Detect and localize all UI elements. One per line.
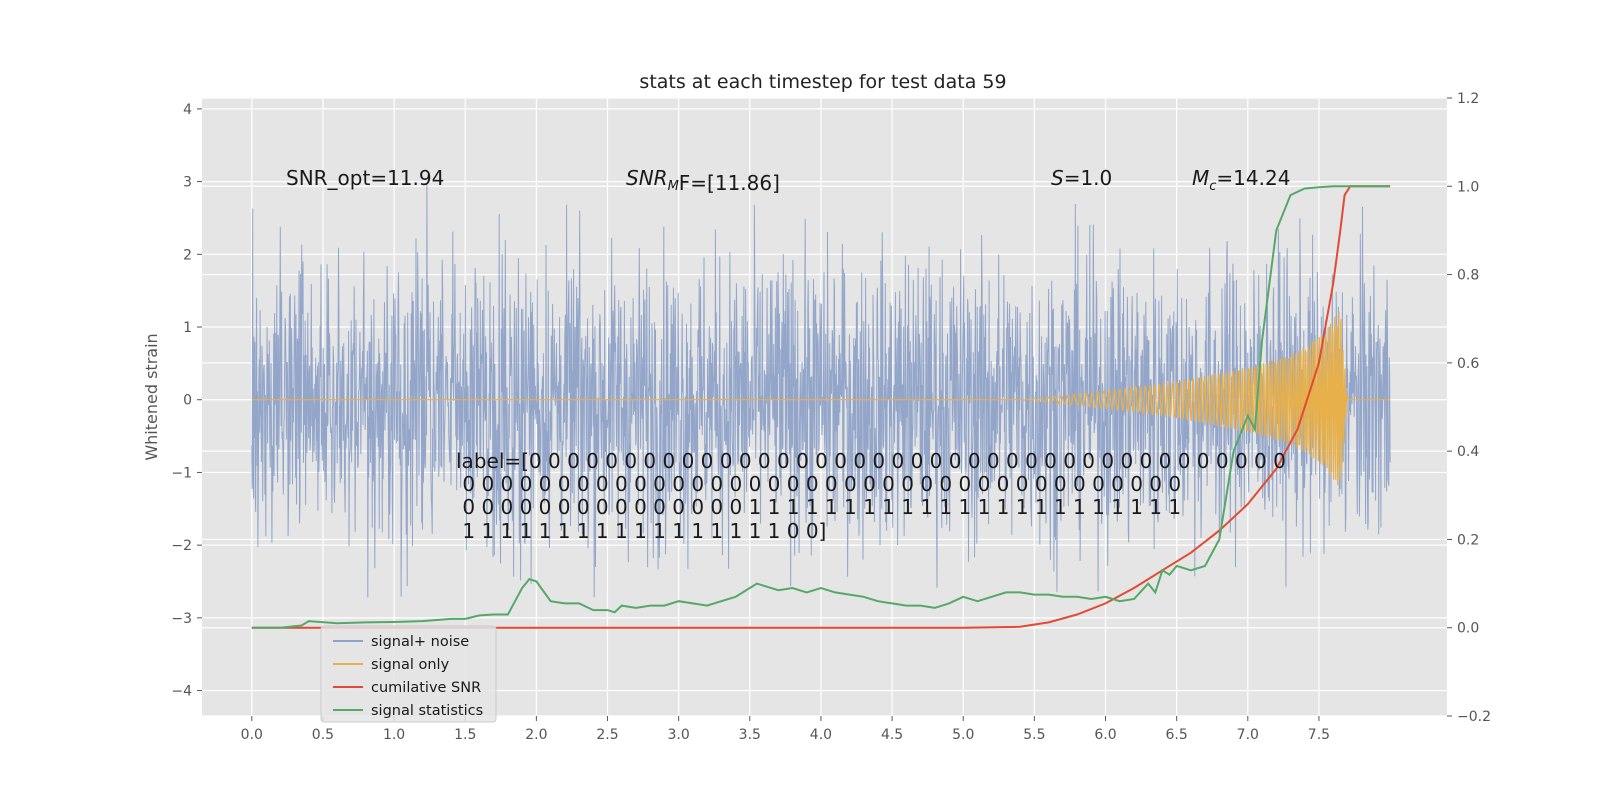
- legend-label-noise: signal+ noise: [371, 634, 469, 650]
- y-tick-label: −2: [171, 538, 192, 554]
- y-tick-label: 4: [183, 102, 192, 118]
- x-axis: 0.0 0.5 1.0 1.5 2.0 2.5 3.0 3.5 4.0 4.5 5.0 5.5 6.0 6…: [241, 716, 1330, 743]
- x-tick-label: 2.0: [525, 727, 547, 743]
- x-tick-label: 7.0: [1237, 727, 1259, 743]
- y2-tick-label: 1.0: [1457, 179, 1479, 195]
- legend-label-signal: signal only: [371, 657, 450, 673]
- y-tick-label: −1: [171, 465, 192, 481]
- x-tick-label: 1.0: [383, 727, 405, 743]
- snr-mf-main: SNR: [626, 166, 668, 190]
- label-line-2: 0 0 0 0 0 0 0 0 0 0 0 0 0 0 0 0 0 0 0 0 …: [456, 472, 1181, 496]
- y-tick-label: 0: [183, 393, 192, 409]
- left-axis: −4 −3 −2 −1 0 1 2 3 4: [171, 102, 202, 700]
- annotation-s: S=1.0: [1051, 166, 1112, 190]
- x-tick-label: 2.5: [596, 727, 618, 743]
- legend: signal+ noise signal only cumilative SNR…: [320, 625, 497, 723]
- mc-sub: c: [1209, 179, 1216, 194]
- y2-tick-label: 1.2: [1457, 91, 1479, 107]
- snr-mf-rest: F=[11.86]: [679, 171, 780, 195]
- legend-box: [320, 625, 497, 723]
- mc-main: M: [1192, 166, 1209, 190]
- x-tick-label: 0.5: [312, 727, 334, 743]
- y2-tick-label: 0.0: [1457, 621, 1479, 637]
- x-tick-label: 6.5: [1166, 727, 1188, 743]
- annotation-snr-mf: SNRMF=[11.86]: [626, 166, 780, 195]
- annotation-mc: Mc=14.24: [1192, 166, 1290, 194]
- series-layer: [251, 183, 1391, 629]
- y-tick-label: 3: [183, 175, 192, 191]
- snr-mf-sub: M: [668, 179, 679, 194]
- y2-tick-label: 0.6: [1457, 356, 1479, 372]
- y2-tick-label: 0.8: [1457, 268, 1479, 284]
- legend-label-stats: signal statistics: [371, 703, 483, 719]
- x-tick-label: 5.5: [1023, 727, 1045, 743]
- x-tick-label: 5.0: [952, 727, 974, 743]
- s-rest: =1.0: [1064, 166, 1113, 190]
- chart-title: stats at each timestep for test data 59: [639, 71, 1006, 93]
- series-signal-statistics: [251, 185, 1391, 629]
- y-tick-label: 2: [183, 247, 192, 263]
- x-tick-label: 4.5: [881, 727, 903, 743]
- label-line-4: 1 1 1 1 1 1 1 1 1 1 1 1 1 1 1 1 1 0 0]: [456, 519, 826, 543]
- x-tick-label: 3.0: [668, 727, 690, 743]
- x-tick-label: 4.0: [810, 727, 832, 743]
- y2-tick-label: 0.4: [1457, 444, 1479, 460]
- y2-tick-label: 0.2: [1457, 532, 1479, 548]
- legend-label-snr: cumilative SNR: [371, 680, 481, 696]
- label-block: label=[0 0 0 0 0 0 0 0 0 0 0 0 0 0 0 0 0…: [456, 449, 1286, 543]
- right-axis: −0.2 0.0 0.2 0.4 0.6 0.8 1.0 1.2: [1447, 91, 1491, 725]
- y-tick-label: −4: [171, 684, 192, 700]
- annotations: SNR_opt=11.94 SNRMF=[11.86] S=1.0 Mc=14.…: [286, 166, 1290, 195]
- y-axis-title: Whitened strain: [142, 333, 161, 460]
- y2-tick-label: −0.2: [1457, 709, 1491, 725]
- label-line-1: label=[0 0 0 0 0 0 0 0 0 0 0 0 0 0 0 0 0…: [456, 449, 1286, 473]
- annotation-snr-opt: SNR_opt=11.94: [286, 166, 444, 190]
- x-tick-label: 6.0: [1094, 727, 1116, 743]
- x-tick-label: 0.0: [241, 727, 263, 743]
- x-tick-label: 3.5: [739, 727, 761, 743]
- x-tick-label: 1.5: [454, 727, 476, 743]
- s-italic: S: [1051, 166, 1064, 190]
- label-line-3: 0 0 0 0 0 0 0 0 0 0 0 0 0 0 0 1 1 1 1 1 …: [456, 495, 1181, 519]
- series-signal-only: [251, 311, 1391, 486]
- y-tick-label: 1: [183, 320, 192, 336]
- y-tick-label: −3: [171, 611, 192, 627]
- mc-rest: =14.24: [1216, 166, 1290, 190]
- x-tick-label: 7.5: [1308, 727, 1330, 743]
